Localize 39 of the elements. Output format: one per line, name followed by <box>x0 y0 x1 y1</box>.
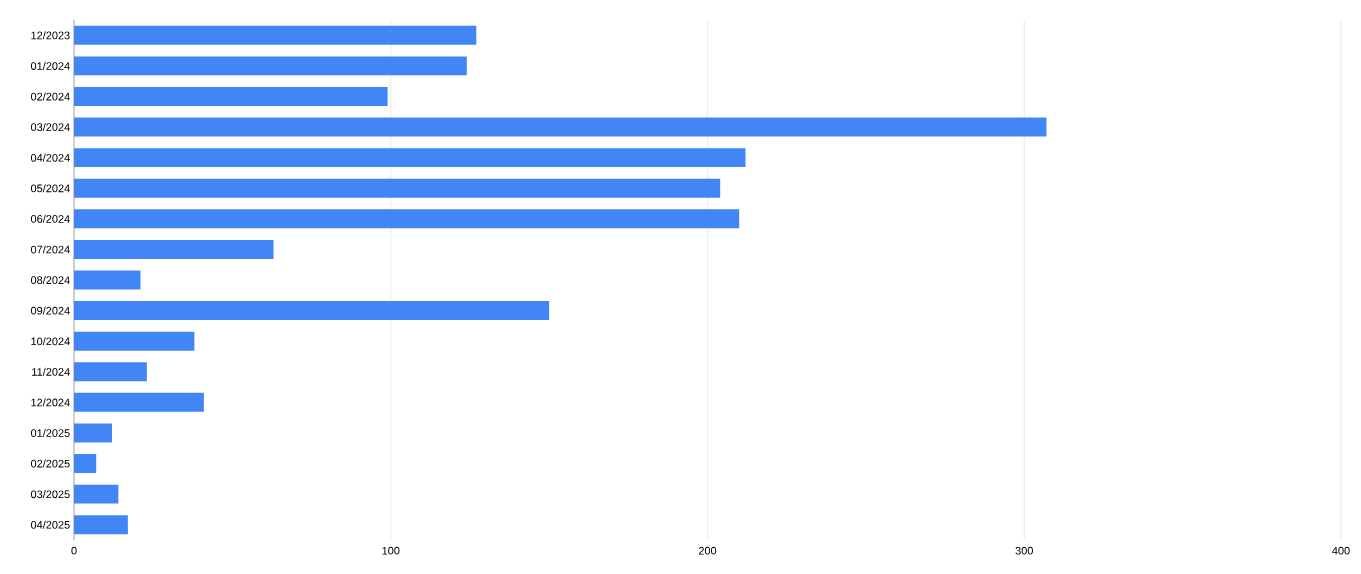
bar <box>74 86 388 106</box>
y-tick-label: 06/2024 <box>30 214 70 223</box>
bar <box>74 178 721 198</box>
bar <box>74 484 119 504</box>
x-tick-label: 300 <box>1015 546 1033 555</box>
bar <box>74 56 467 76</box>
bar <box>74 148 746 168</box>
y-tick-label: 12/2024 <box>31 398 70 407</box>
y-tick-label: 03/2025 <box>30 490 70 499</box>
bar <box>74 515 128 535</box>
y-tick-label: 01/2025 <box>30 428 70 437</box>
y-tick-label: 09/2024 <box>30 306 70 315</box>
y-tick-label: 01/2024 <box>30 61 70 70</box>
bar <box>74 423 113 443</box>
y-tick-label: 10/2024 <box>31 337 70 346</box>
y-tick-label: 04/2024 <box>30 153 70 162</box>
y-tick-label: 02/2025 <box>30 459 70 468</box>
y-tick-label: 05/2024 <box>30 184 70 193</box>
bar <box>74 392 204 412</box>
y-tick-label: 03/2024 <box>30 123 70 132</box>
bar <box>74 117 1047 137</box>
y-tick-label: 11/2024 <box>32 367 70 376</box>
bar <box>74 239 274 259</box>
x-tick-label: 100 <box>382 546 400 555</box>
bar <box>74 301 550 321</box>
bar <box>74 209 740 229</box>
x-tick-label: 0 <box>71 546 77 555</box>
y-tick-label: 04/2025 <box>30 520 70 529</box>
bar <box>74 454 97 473</box>
y-tick-label: 07/2024 <box>30 245 70 254</box>
x-tick-label: 400 <box>1332 546 1350 555</box>
bar <box>74 331 195 351</box>
y-tick-label: 08/2024 <box>30 275 70 285</box>
y-tick-label: 12/2023 <box>31 31 70 40</box>
x-tick-label: 200 <box>698 546 717 555</box>
bar <box>74 270 141 290</box>
bar <box>74 25 477 45</box>
bar <box>74 362 147 382</box>
y-tick-label: 02/2024 <box>30 92 70 101</box>
